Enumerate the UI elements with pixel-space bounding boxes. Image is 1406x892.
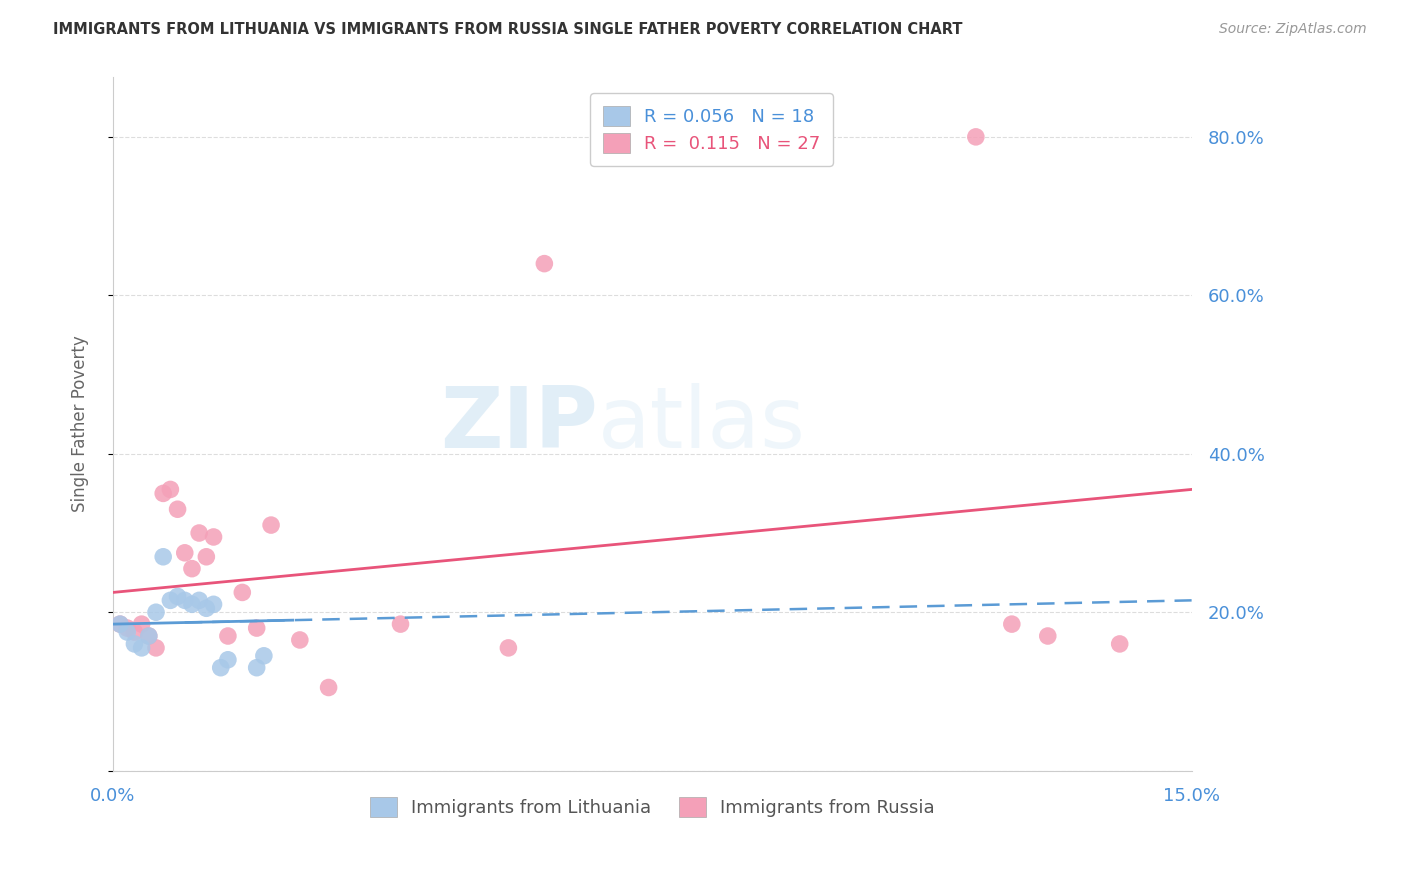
Point — [246, 661, 269, 675]
Text: atlas: atlas — [599, 383, 806, 466]
Point — [195, 549, 218, 564]
Point — [288, 632, 311, 647]
Point — [246, 621, 269, 635]
Text: ZIP: ZIP — [440, 383, 599, 466]
Point — [202, 597, 225, 611]
Point — [181, 597, 204, 611]
Point — [159, 483, 181, 497]
Point — [166, 590, 188, 604]
Y-axis label: Single Father Poverty: Single Father Poverty — [72, 335, 89, 512]
Point — [188, 593, 211, 607]
Point — [124, 637, 146, 651]
Point — [533, 257, 555, 271]
Point — [498, 640, 520, 655]
Point — [253, 648, 276, 663]
Text: Source: ZipAtlas.com: Source: ZipAtlas.com — [1219, 22, 1367, 37]
Point — [318, 681, 340, 695]
Point — [1108, 637, 1130, 651]
Point — [260, 518, 283, 533]
Point — [124, 625, 146, 640]
Legend: Immigrants from Lithuania, Immigrants from Russia: Immigrants from Lithuania, Immigrants fr… — [363, 789, 942, 824]
Point — [145, 640, 167, 655]
Point — [188, 526, 211, 541]
Point — [173, 593, 195, 607]
Point — [115, 621, 138, 635]
Point — [108, 617, 131, 632]
Point — [166, 502, 188, 516]
Text: IMMIGRANTS FROM LITHUANIA VS IMMIGRANTS FROM RUSSIA SINGLE FATHER POVERTY CORREL: IMMIGRANTS FROM LITHUANIA VS IMMIGRANTS … — [53, 22, 963, 37]
Point — [145, 605, 167, 619]
Point — [152, 486, 174, 500]
Point — [181, 562, 204, 576]
Point — [108, 617, 131, 632]
Point — [231, 585, 253, 599]
Point — [202, 530, 225, 544]
Point — [138, 629, 160, 643]
Point — [152, 549, 174, 564]
Point — [131, 640, 153, 655]
Point — [173, 546, 195, 560]
Point — [131, 617, 153, 632]
Point — [1036, 629, 1059, 643]
Point — [195, 601, 218, 615]
Point — [217, 653, 239, 667]
Point — [389, 617, 412, 632]
Point — [138, 629, 160, 643]
Point — [115, 625, 138, 640]
Point — [1001, 617, 1024, 632]
Point — [209, 661, 232, 675]
Point — [159, 593, 181, 607]
Point — [965, 129, 987, 144]
Point — [217, 629, 239, 643]
